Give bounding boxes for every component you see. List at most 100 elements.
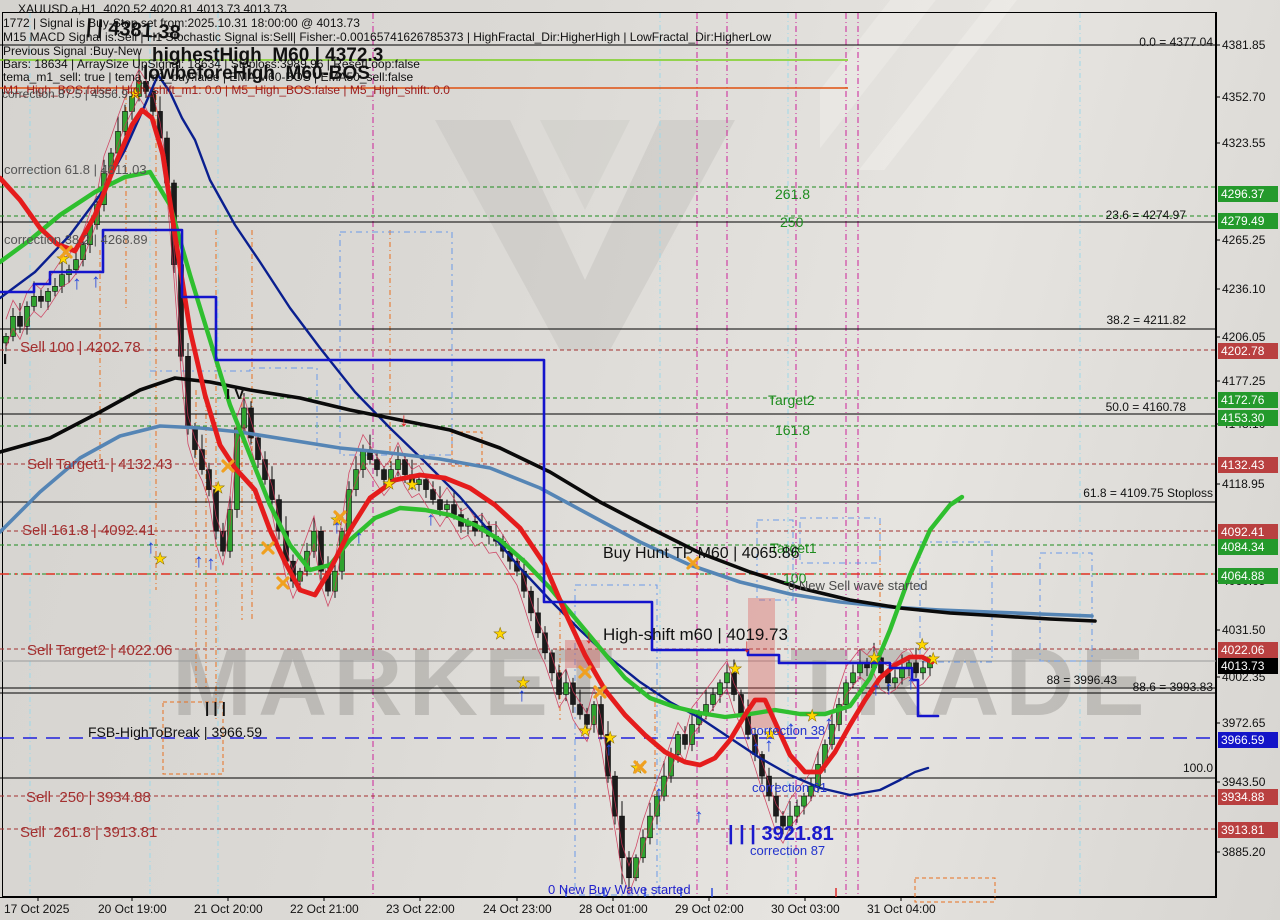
sell-target2-label: Sell Target2 | 4022.06: [27, 642, 173, 659]
price-badge-green: 4172.76: [1218, 392, 1278, 408]
wave-i-mark: I: [3, 351, 8, 368]
fib-50-label: 50.0 = 4160.78: [1105, 400, 1186, 414]
price-axis-tick: 3885.20: [1222, 845, 1266, 859]
correction-61-8-label: correction 61.8 | 4311.03: [4, 162, 147, 177]
buy-arrow-icon: ↑: [91, 271, 101, 292]
star-marker-icon: ★: [153, 551, 167, 568]
candle-down: [255, 437, 261, 460]
fib-0-label: 0.0 = 4377.04: [1139, 35, 1213, 49]
star-marker-icon: ★: [763, 726, 777, 743]
price-badge-red: 3913.81: [1218, 822, 1278, 838]
time-axis-label: 28 Oct 01:00: [579, 902, 648, 916]
candle-up: [843, 682, 849, 705]
star-marker-icon: ★: [493, 626, 507, 643]
red-ma-line: [0, 107, 935, 775]
candle-down: [766, 775, 772, 797]
close-signal-x-icon: [276, 576, 290, 590]
buy-arrow-icon: ↑: [824, 713, 834, 734]
sell-arrow-icon: ↓: [252, 484, 262, 505]
buy-arrow-icon: ↑: [72, 273, 82, 294]
candle-up: [311, 530, 317, 552]
candle-down: [577, 704, 583, 715]
price-axis-tick: 4381.85: [1222, 38, 1266, 52]
chart-plot-area[interactable]: [2, 12, 1216, 897]
candle-up: [920, 667, 926, 674]
black-ma-line: [0, 376, 1097, 623]
correction-87-blue-label: correction 87: [750, 843, 826, 858]
candle-up: [850, 672, 856, 684]
watermark-trade-text: TRADE: [790, 629, 1151, 736]
candle-down: [549, 652, 555, 674]
candle-up: [857, 662, 863, 674]
candle-down: [535, 612, 541, 634]
sell-100-label: Sell 100 | 4202.78: [20, 339, 141, 356]
candle-up: [241, 407, 247, 429]
price-axis-tick: 4352.70: [1222, 90, 1266, 104]
time-axis-label: 30 Oct 03:00: [771, 902, 840, 916]
candle-down: [248, 407, 254, 439]
star-marker-icon: ★: [915, 637, 929, 654]
buy-arrow-icon: ↑: [764, 735, 774, 756]
header-bos-line: M1_High_BOS:false | High_shift_m1: 0.0 |…: [3, 83, 450, 97]
fib-261-8-label: 261.8: [775, 186, 811, 202]
new-sell-wave-label: 0 New Sell wave started: [788, 578, 928, 593]
candle-down: [17, 316, 23, 327]
close-signal-x-icon: [333, 510, 347, 524]
consolidation-zone-box: [339, 231, 453, 456]
candle-down: [773, 795, 779, 817]
time-axis-label: 31 Oct 04:00: [867, 902, 936, 916]
close-signal-x-icon: [633, 760, 647, 774]
star-marker-icon: ★: [382, 476, 396, 493]
fib-100-small-label: 100: [783, 570, 807, 586]
consolidation-zone-box: [919, 541, 993, 663]
sell-target1-label: Sell Target1 | 4132.43: [27, 456, 173, 473]
buy-arrow-icon: ↑: [354, 527, 364, 548]
price-badge-black: 4013.73: [1218, 658, 1278, 674]
price-badge-red: 4092.41: [1218, 524, 1278, 540]
star-marker-icon: ★: [805, 708, 819, 725]
candle-down: [878, 657, 884, 674]
candle-down: [626, 857, 632, 879]
wave-iv-mark: I V: [226, 386, 245, 403]
candle-up: [661, 775, 667, 797]
steel-ma-line: [0, 424, 1094, 618]
candle-up: [73, 259, 79, 270]
sell-arrow-icon: ↓: [134, 68, 144, 89]
candle-down: [556, 672, 562, 695]
candle-up: [122, 111, 128, 132]
candle-up: [689, 724, 695, 745]
wave-iii-mark: | | |: [205, 700, 226, 717]
fractal-dash-path: [150, 367, 318, 452]
star-marker-icon: ★: [728, 661, 742, 678]
candle-up: [444, 504, 450, 510]
star-marker-icon: ★: [867, 650, 881, 667]
price-badge-green: 4296.37: [1218, 186, 1278, 202]
header-signal-line: 1772 | Signal is Buy-Stop set from:2025.…: [3, 16, 360, 30]
candle-down: [913, 662, 919, 674]
candle-down: [206, 469, 212, 490]
target1-label: Target1: [770, 540, 817, 556]
consolidation-zone-box: [1039, 552, 1093, 662]
candle-down: [262, 459, 268, 480]
buy-hunt-tp-label: Buy Hunt TP M60 | 4065.86: [603, 545, 800, 562]
buy-arrow-icon: ↑: [694, 806, 704, 827]
time-axis-label: 20 Oct 19:00: [98, 902, 167, 916]
candle-down: [220, 530, 226, 552]
sell-arrow-icon: ↓: [742, 636, 752, 657]
sell-261-8-label: Sell 261.8 | 3913.81: [20, 824, 158, 841]
candle-up: [724, 672, 730, 684]
candle-down: [38, 296, 44, 302]
high-shift-label: High-shift m60 | 4019.73: [603, 625, 788, 644]
price-badge-red: 4022.06: [1218, 642, 1278, 658]
time-axis-label: 24 Oct 23:00: [483, 902, 552, 916]
candle-up: [899, 667, 905, 679]
consolidation-zone-box: [756, 519, 794, 601]
time-separator: [0, 897, 1217, 898]
correction-87-5-label: correction 87.5 | 4356.9: [2, 87, 128, 101]
candle-up: [10, 316, 16, 337]
star-marker-icon: ★: [211, 480, 225, 497]
candle-down: [682, 734, 688, 745]
close-signal-x-icon: [593, 685, 607, 699]
price-badge-green: 4084.34: [1218, 539, 1278, 555]
